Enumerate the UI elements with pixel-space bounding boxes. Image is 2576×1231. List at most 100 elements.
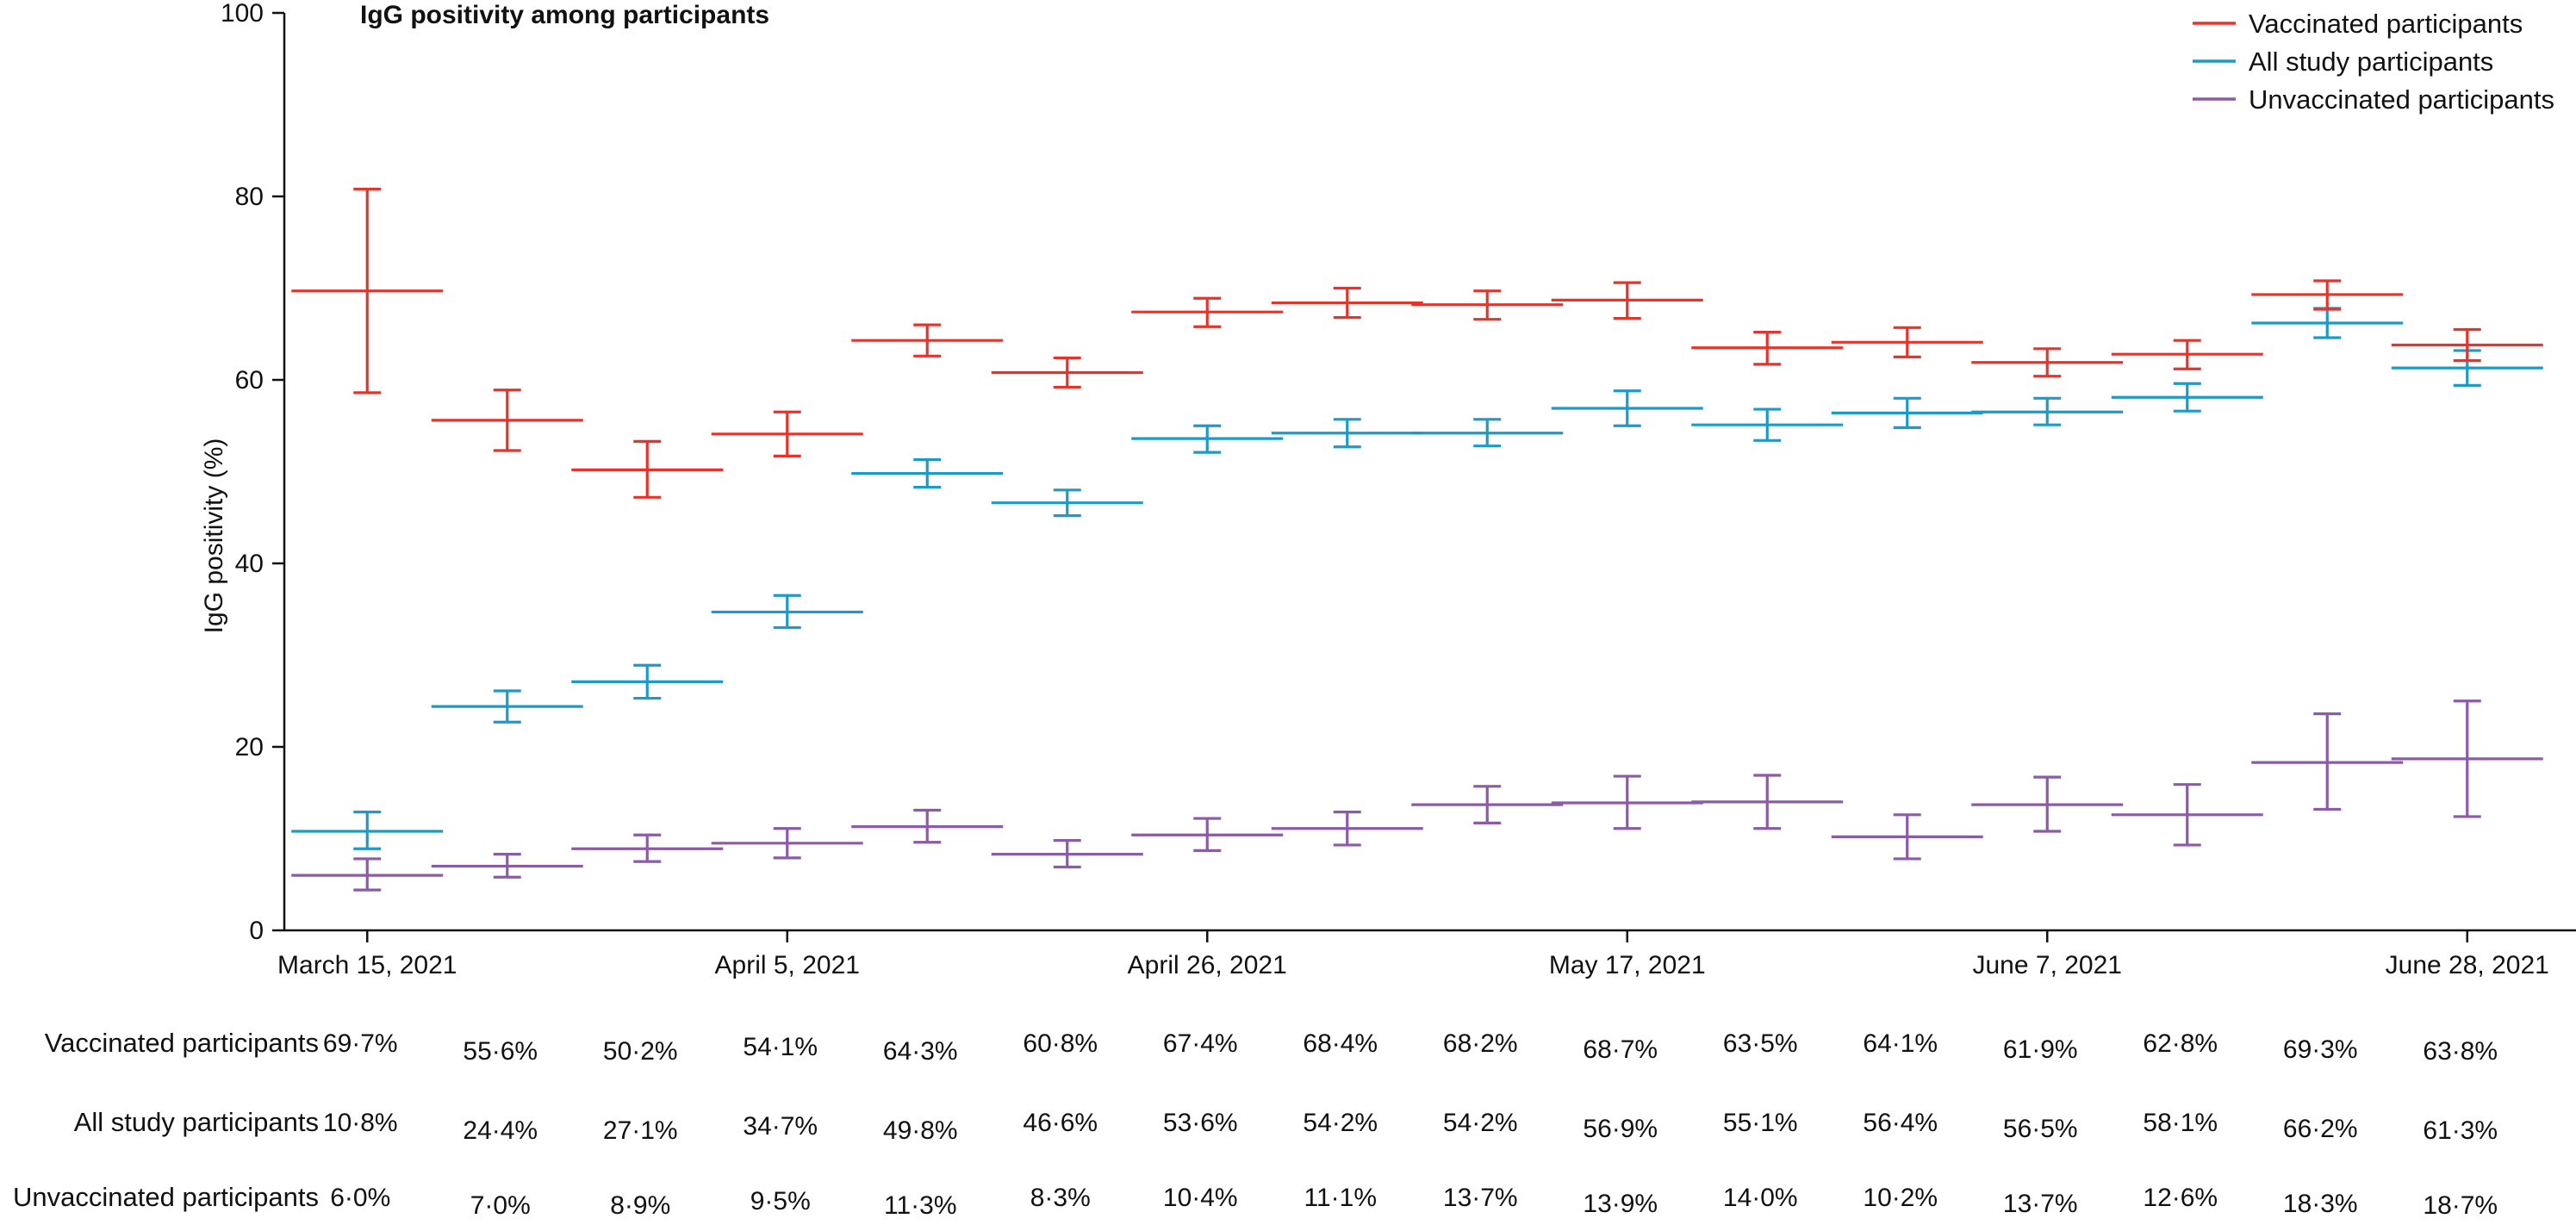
data-point — [851, 323, 1004, 357]
data-point — [1971, 396, 2124, 426]
legend-label: Vaccinated participants — [2249, 9, 2523, 39]
table-cell: 46·6% — [1023, 1109, 1098, 1137]
data-point — [431, 853, 583, 879]
data-point — [1411, 418, 1564, 448]
table-cell: 63·8% — [2423, 1037, 2498, 1066]
legend: Vaccinated participants All study partici… — [2193, 9, 2554, 115]
table-cell: 55·1% — [1723, 1109, 1798, 1137]
table-cell: 56·5% — [2003, 1115, 2078, 1143]
table-row-label: All study participants — [74, 1107, 319, 1137]
data-point — [1831, 326, 1983, 358]
data-point — [571, 439, 724, 499]
table-cell: 55·6% — [463, 1037, 538, 1066]
data-point — [711, 827, 863, 860]
table-cell: 68·4% — [1303, 1029, 1378, 1058]
table-cell: 68·2% — [1443, 1029, 1518, 1058]
data-point — [2111, 382, 2263, 413]
data-point — [431, 389, 583, 452]
data-point — [1691, 407, 1844, 442]
legend-item: Vaccinated participants — [2193, 9, 2523, 39]
data-point — [1271, 811, 1423, 847]
data-point — [1411, 289, 1564, 321]
data-point — [851, 458, 1004, 489]
table-cell: 50·2% — [603, 1037, 678, 1066]
table-cell: 10·2% — [1863, 1184, 1938, 1212]
y-tick-label: 80 — [235, 183, 264, 211]
data-point — [2111, 783, 2263, 847]
table-row: All study participants 10·8% 24·4% 27·1% 34·… — [74, 1107, 2498, 1145]
x-tick-label: June 28, 2021 — [2386, 951, 2549, 979]
data-point — [2391, 327, 2543, 363]
data-point — [1831, 396, 1983, 429]
series-group — [291, 187, 2543, 499]
table-cell: 24·4% — [463, 1116, 538, 1145]
data-point — [2251, 279, 2404, 311]
data-point — [1971, 347, 2124, 378]
table-cell: 61·3% — [2423, 1116, 2498, 1145]
data-point — [991, 839, 1143, 869]
table-cell: 10·4% — [1163, 1184, 1238, 1212]
y-tick-label: 20 — [235, 733, 264, 762]
data-point — [1131, 424, 1284, 454]
table-cell: 62·8% — [2143, 1029, 2218, 1058]
data-point — [1131, 817, 1284, 852]
table-cell: 68·7% — [1583, 1035, 1658, 1064]
table-cell: 12·6% — [2143, 1184, 2218, 1212]
x-tick-label: March 15, 2021 — [277, 951, 457, 979]
table-cell: 69·7% — [323, 1029, 398, 1058]
table-cell: 27·1% — [603, 1116, 678, 1145]
series-group — [291, 307, 2543, 850]
data-point — [1131, 296, 1284, 328]
table-row-label: Unvaccinated participants — [13, 1182, 319, 1212]
data-point — [2111, 339, 2263, 370]
y-tick-label: 100 — [221, 0, 264, 28]
table-cell: 56·9% — [1583, 1115, 1658, 1143]
table-cell: 67·4% — [1163, 1029, 1238, 1058]
table-cell: 9·5% — [750, 1187, 811, 1215]
y-tick-label: 60 — [235, 366, 264, 395]
table-cell: 60·8% — [1023, 1029, 1098, 1058]
x-tick-label: May 17, 2021 — [1549, 951, 1706, 979]
y-axis-title: IgG positivity (%) — [200, 438, 228, 634]
data-point — [2391, 699, 2543, 818]
table-cell: 63·5% — [1723, 1029, 1798, 1058]
data-point — [851, 808, 1004, 844]
data-point — [1271, 286, 1423, 320]
legend-label: Unvaccinated participants — [2249, 84, 2554, 115]
x-tick-label: April 26, 2021 — [1128, 951, 1287, 979]
data-point — [1691, 331, 1844, 366]
data-point — [711, 594, 863, 630]
series-plot-area — [291, 187, 2543, 892]
data-point — [1971, 775, 2124, 833]
table-cell: 64·1% — [1863, 1029, 1938, 1058]
data-point — [571, 833, 724, 863]
data-point — [291, 187, 444, 395]
table-cell: 14·0% — [1723, 1184, 1798, 1212]
legend-item: All study participants — [2193, 47, 2493, 77]
y-tick-label: 40 — [235, 550, 264, 578]
table-cell: 53·6% — [1163, 1109, 1238, 1137]
table-cell: 54·1% — [743, 1033, 818, 1061]
table-cell: 54·2% — [1303, 1109, 1378, 1137]
data-point — [1691, 774, 1844, 830]
table-cell: 13·9% — [1583, 1190, 1658, 1218]
table-cell: 69·3% — [2283, 1035, 2358, 1064]
table-cell: 18·3% — [2283, 1190, 2358, 1218]
table-cell: 54·2% — [1443, 1109, 1518, 1137]
data-point — [291, 857, 444, 892]
table-cell: 18·7% — [2423, 1191, 2498, 1220]
table-cell: 64·3% — [883, 1037, 958, 1066]
table-cell: 8·3% — [1030, 1184, 1091, 1212]
table-cell: 49·8% — [883, 1116, 958, 1145]
table-cell: 13·7% — [2003, 1190, 2078, 1218]
table-cell: 34·7% — [743, 1112, 818, 1141]
table-row-label: Vaccinated participants — [45, 1028, 319, 1058]
x-tick-label: April 5, 2021 — [715, 951, 860, 979]
table-cell: 56·4% — [1863, 1109, 1938, 1137]
table-cell: 13·7% — [1443, 1184, 1518, 1212]
table-cell: 58·1% — [2143, 1109, 2218, 1137]
data-point — [571, 663, 724, 700]
data-point — [291, 811, 444, 850]
